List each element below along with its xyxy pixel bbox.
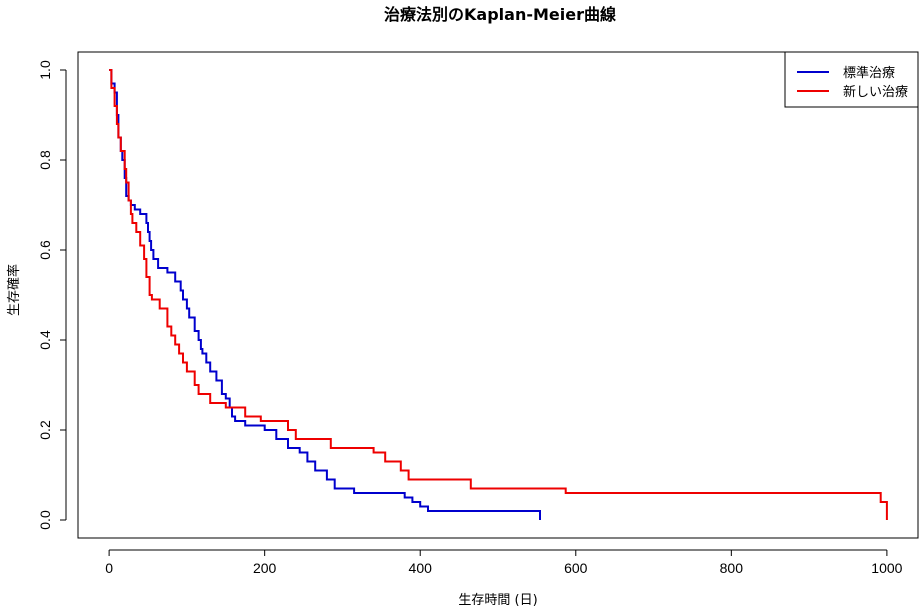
series-line-standard (109, 69, 541, 520)
plot-frame (77, 51, 919, 539)
y-tick-label: 0.6 (37, 240, 53, 260)
legend-box (784, 51, 919, 108)
x-tick-label: 400 (409, 560, 433, 576)
x-tick-label: 200 (253, 560, 277, 576)
legend: 標準治療 新しい治療 (784, 51, 919, 108)
y-tick-label: 0.2 (37, 420, 53, 440)
x-tick-label: 800 (720, 560, 744, 576)
series-line-new (109, 69, 888, 520)
y-tick-label: 0.4 (37, 330, 53, 350)
y-tick-label: 0.0 (37, 510, 53, 530)
x-tick-label: 0 (105, 560, 113, 576)
series-layer (109, 69, 888, 520)
x-tick-label: 1000 (871, 560, 902, 576)
x-axis: 0 200 400 600 800 1000 (105, 549, 903, 576)
legend-label-new: 新しい治療 (843, 84, 908, 100)
y-tick-label: 1.0 (37, 60, 53, 80)
y-axis: 0.0 0.2 0.4 0.6 0.8 1.0 (37, 60, 67, 530)
y-tick-label: 0.8 (37, 150, 53, 170)
chart-title: 治療法別のKaplan-Meier曲線 (384, 5, 616, 24)
x-tick-label: 600 (564, 560, 588, 576)
y-axis-label: 生存確率 (6, 264, 22, 316)
x-axis-label: 生存時間 (日) (458, 593, 537, 608)
legend-label-standard: 標準治療 (843, 65, 895, 81)
